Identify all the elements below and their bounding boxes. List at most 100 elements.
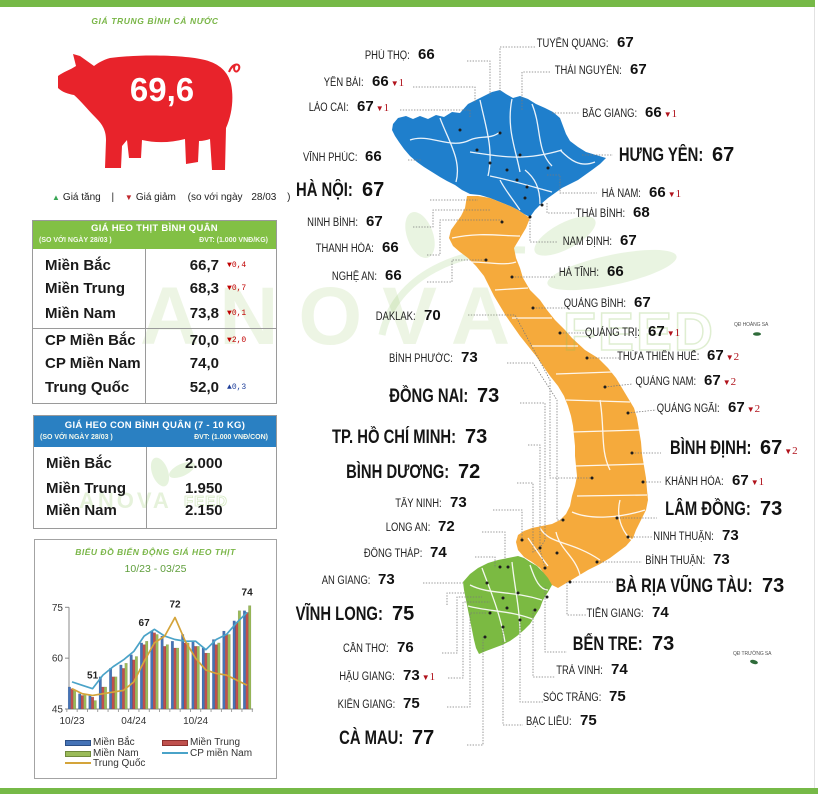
price-value: 2.150 <box>185 502 223 519</box>
province-name: NAM ĐỊNH: <box>562 235 612 248</box>
truong-sa-island-icon <box>750 659 758 665</box>
province-dots <box>458 128 645 639</box>
province-name: TÂY NINH: <box>395 497 442 510</box>
province-label-ha-nam: HÀ NAM: 66 ▼1 <box>602 183 682 203</box>
central-region <box>449 196 648 588</box>
south-region <box>463 556 552 654</box>
province-name: QUẢNG NAM: <box>635 375 696 388</box>
down-triangle-icon: ▼ <box>784 447 793 456</box>
svg-text:75: 75 <box>52 603 64 614</box>
province-label-soc-trang: SÓC TRĂNG: 75 <box>542 687 626 707</box>
province-name: ĐỒNG NAI: <box>388 386 468 407</box>
price-value: 1.950 <box>185 480 223 497</box>
price-change: ▼1 <box>750 476 765 488</box>
province-price: 67 <box>732 472 749 489</box>
province-name: HÀ TĨNH: <box>558 266 599 279</box>
province-label-binh-duong: BÌNH DƯƠNG: 72 <box>346 460 481 484</box>
province-name: VĨNH LONG: <box>295 604 383 625</box>
price-change: ▼1 <box>667 188 682 200</box>
province-price: 67 <box>630 61 647 78</box>
chart-title: BIỂU ĐỒ BIẾN ĐỘNG GIÁ HEO THỊT <box>75 547 236 557</box>
province-price: 66 <box>418 46 435 63</box>
price-value: 74,0 <box>189 355 219 372</box>
price-change: ▼1 <box>663 108 678 120</box>
province-price: 75 <box>580 712 597 729</box>
province-label-vinh-phuc: VĨNH PHÚC: 66 <box>303 147 382 167</box>
price-value: 2.000 <box>185 455 223 472</box>
bottom-accent-bar <box>0 788 818 794</box>
province-label-ninh-binh: NINH BÌNH: 67 <box>307 212 383 232</box>
national-average-value: 69,6 <box>129 71 195 108</box>
down-triangle-icon: ▼ <box>421 673 430 682</box>
province-price: 74 <box>652 604 669 621</box>
down-triangle-icon: ▼ <box>227 336 232 345</box>
province-name: KHÁNH HÒA: <box>665 475 724 488</box>
table-row: CP Miền Nam 74,0 <box>33 353 276 375</box>
province-label-dong-nai: ĐỒNG NAI: 73 <box>389 384 499 408</box>
price-change: ▼1 <box>421 671 436 683</box>
province-name: VĨNH PHÚC: <box>302 151 357 164</box>
province-price: 66 <box>607 263 624 280</box>
province-name: DAKLAK: <box>376 310 416 323</box>
province-price: 74 <box>430 544 447 561</box>
province-label-dong-thap: ĐỒNG THÁP: 74 <box>363 543 447 563</box>
province-name: TIỀN GIANG: <box>586 607 644 620</box>
province-price: 67 <box>712 144 735 166</box>
province-price: 75 <box>403 695 420 712</box>
province-label-bac-giang: BẮC GIANG: 66 ▼1 <box>582 103 678 123</box>
province-label-binh-thuan: BÌNH THUẬN: 73 <box>645 550 730 570</box>
province-price: 75 <box>392 603 415 625</box>
province-label-quang-binh: QUẢNG BÌNH: 67 <box>564 293 651 313</box>
province-label-tp-ho-chi-minh: TP. HỒ CHÍ MINH: 73 <box>332 425 487 449</box>
down-triangle-icon: ▼ <box>750 478 759 487</box>
province-name: HÀ NAM: <box>601 187 641 200</box>
down-triangle-icon: ▼ <box>722 378 731 387</box>
price-change: ▲0,3 <box>227 383 247 392</box>
province-label-vinh-long: VĨNH LONG: 75 <box>296 602 415 626</box>
price-change: ▼0,4 <box>227 261 247 270</box>
price-change: ▼2 <box>784 445 798 457</box>
province-price: 73 <box>713 551 730 568</box>
province-name: LONG AN: <box>385 521 430 534</box>
chart-plot: 45 60 75 10/23 04/24 10/24 51 67 72 74 <box>52 588 254 727</box>
province-price: 73 <box>403 667 420 684</box>
price-trend-chart: BIỂU ĐỒ BIẾN ĐỘNG GIÁ HEO THỊT 10/23 - 0… <box>34 539 277 779</box>
province-price: 66 <box>649 184 666 201</box>
pig-icon <box>58 54 241 170</box>
province-label-hau-giang: HẬU GIANG: 73 ▼1 <box>339 666 436 686</box>
province-name: BÌNH DƯƠNG: <box>345 462 449 483</box>
hoang-sa-island-icon <box>753 332 761 336</box>
north-region <box>392 90 606 217</box>
piglet-table-title: GIÁ HEO CON BÌNH QUÂN (7 - 10 KG) <box>64 420 246 431</box>
province-name: THANH HÓA: <box>315 242 374 255</box>
province-price: 72 <box>458 461 481 483</box>
province-name: TP. HỒ CHÍ MINH: <box>331 427 456 448</box>
price-value: 73,8 <box>189 305 219 322</box>
province-label-nam-dinh: NAM ĐỊNH: 67 <box>563 231 637 251</box>
table-row: Miền Nam 2.150 <box>34 500 276 522</box>
legend-label: CP miền Nam <box>190 748 253 759</box>
region-label: Miền Trung <box>46 480 126 497</box>
price-change: ▼2,0 <box>227 336 247 345</box>
province-name: ĐỒNG THÁP: <box>363 547 422 560</box>
province-boundaries <box>409 98 648 643</box>
down-triangle-icon: ▼ <box>227 309 232 318</box>
province-label-quang-tri: QUẢNG TRỊ: 67 ▼1 <box>585 322 681 342</box>
price-change: ▼1 <box>666 327 681 339</box>
column-divider <box>146 447 147 528</box>
province-label-ben-tre: BẾN TRE: 73 <box>573 632 674 656</box>
leader-lines <box>400 46 661 746</box>
province-label-lam-dong: LÂM ĐỒNG: 73 <box>665 497 783 521</box>
pork-table-compare: (SO VỚI NGÀY 28/03 ) <box>39 237 112 244</box>
province-price: 75 <box>609 688 626 705</box>
legend-compare-date: 28/03 <box>251 192 277 203</box>
province-name: TRÀ VINH: <box>556 664 603 677</box>
province-label-tien-giang: TIỀN GIANG: 74 <box>587 603 669 623</box>
province-price: 67 <box>707 347 724 364</box>
province-label-bac-lieu: BẠC LIÊU: 75 <box>526 711 597 731</box>
leaf-logo-watermark-small <box>150 457 195 487</box>
province-label-ba-ria-vung-tau: BÀ RỊA VŨNG TÀU: 73 <box>616 574 784 598</box>
province-price: 73 <box>760 498 783 520</box>
table-row: Miền Bắc 66,7 ▼0,4 <box>33 255 276 277</box>
legend-compare-suffix: ) <box>287 192 291 203</box>
